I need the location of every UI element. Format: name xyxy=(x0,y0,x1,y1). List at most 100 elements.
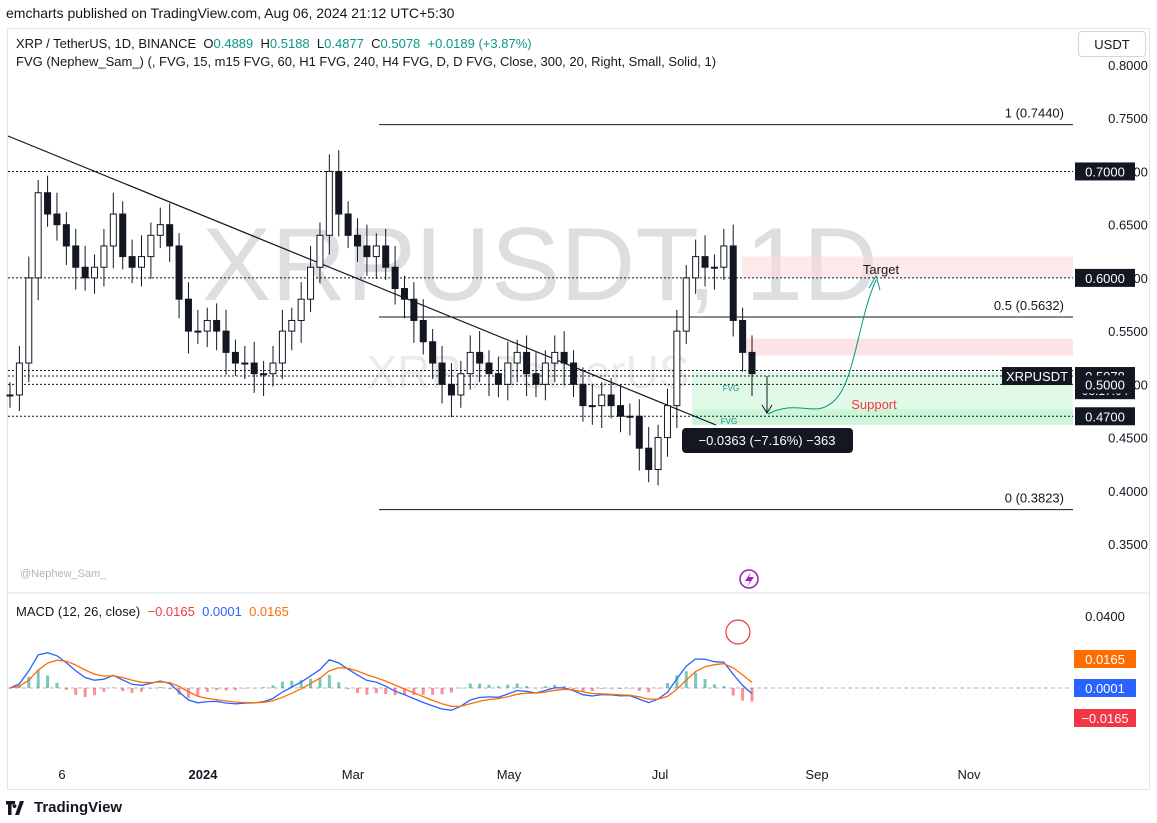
macd-hist-bar xyxy=(280,681,284,688)
macd-hist-bar xyxy=(233,688,237,691)
candle-body xyxy=(203,319,211,332)
macd-hist-bar xyxy=(628,688,632,689)
candle-body xyxy=(494,373,502,385)
macd-hist-bar xyxy=(656,687,660,689)
macd-hist-bar xyxy=(421,688,425,695)
candle-body xyxy=(635,415,643,449)
macd-hist-bar xyxy=(722,686,726,688)
symbol-name[interactable]: XRP / TetherUS, 1D, BINANCE xyxy=(16,36,197,51)
macd-hist-bar xyxy=(431,688,435,695)
projection-arrowhead xyxy=(868,274,881,291)
footer-brand: TradingView xyxy=(6,799,122,816)
macd-hist-bar xyxy=(337,682,341,688)
crossover-circle xyxy=(725,619,751,645)
candle-body xyxy=(617,405,625,417)
macd-hist-bar xyxy=(619,688,623,690)
macd-hist-bar xyxy=(750,688,754,702)
tradingview-logo-icon xyxy=(6,800,24,815)
indicator-legend[interactable]: FVG (Nephew_Sam_) (, FVG, 15, m15 FVG, 6… xyxy=(16,54,717,69)
open-value: 0.4889 xyxy=(213,36,254,51)
low-value: 0.4877 xyxy=(324,36,364,51)
macd-axis-label: 0.0165 xyxy=(1085,652,1125,667)
macd-hist-bar xyxy=(731,688,735,696)
candle-body xyxy=(34,192,42,279)
macd-hist-bar xyxy=(271,685,275,688)
candle-body xyxy=(532,373,540,385)
price-label: 0.5000 xyxy=(1085,377,1125,392)
target-label: Target xyxy=(863,262,900,277)
macd-hist-bar xyxy=(543,686,547,688)
lightning-icon xyxy=(739,569,759,589)
macd-axis-label-bg xyxy=(1074,650,1136,668)
price-label: XRPUSDT xyxy=(1006,369,1068,384)
macd-hist-bar xyxy=(8,688,12,689)
candle-body xyxy=(382,245,390,268)
candle-body xyxy=(673,330,681,407)
macd-hist-bar xyxy=(83,688,87,697)
resistance-zone xyxy=(745,338,1073,356)
target-zone xyxy=(742,256,1073,278)
currency-button[interactable]: USDT xyxy=(1078,31,1146,57)
macd-hist-bar xyxy=(74,688,78,695)
candle-body xyxy=(44,192,52,215)
macd-hist-bar xyxy=(468,683,472,688)
macd-hist-bar xyxy=(478,683,482,688)
macd-hist-bar xyxy=(562,686,566,688)
publish-header: emcharts published on TradingView.com, A… xyxy=(6,5,455,21)
candle-body xyxy=(344,213,352,236)
macd-hist-bar xyxy=(374,688,378,694)
fib-label: 0 (0.3823) xyxy=(1005,491,1064,506)
candle-body xyxy=(15,362,23,396)
macd-hist-bar xyxy=(46,675,50,688)
candle-body xyxy=(81,266,89,279)
candle-body xyxy=(654,437,662,470)
signal-line xyxy=(9,659,753,708)
candle-body xyxy=(570,362,578,385)
candle-body xyxy=(288,319,296,332)
candle-body xyxy=(119,213,127,258)
support-label: Support xyxy=(851,397,897,412)
price-label-bg xyxy=(1002,367,1072,386)
candle-body xyxy=(419,319,427,343)
price-label: 0.6000 xyxy=(1085,271,1125,286)
macd-hist-bar xyxy=(459,687,463,689)
macd-hist-value: −0.0165 xyxy=(147,604,195,619)
macd-hist-bar xyxy=(600,688,604,689)
macd-legend[interactable]: MACD (12, 26, close) −0.0165 0.0001 0.01… xyxy=(16,604,289,619)
x-tick-label: 2024 xyxy=(189,767,219,782)
macd-hist-bar xyxy=(553,684,557,688)
macd-hist-bar xyxy=(102,688,106,692)
macd-axis-label-bg xyxy=(1074,679,1136,697)
price-label: 0.4700 xyxy=(1085,409,1125,424)
macd-hist-bar xyxy=(299,679,303,688)
macd-hist-bar xyxy=(581,688,585,692)
candle-body xyxy=(100,245,108,268)
candle-body xyxy=(476,351,484,364)
candle-body xyxy=(25,277,33,364)
candle-body xyxy=(260,373,268,376)
candle-body xyxy=(213,319,221,332)
candle-body xyxy=(692,256,700,279)
x-tick-label: 6 xyxy=(58,767,65,782)
candle-body xyxy=(485,362,493,375)
candle-body xyxy=(231,351,239,364)
high-label: H xyxy=(260,36,270,51)
close-label: C xyxy=(371,36,381,51)
macd-hist-bar xyxy=(130,688,134,693)
candle-body xyxy=(269,362,277,375)
price-label-bg xyxy=(1075,162,1135,181)
macd-hist-bar xyxy=(262,687,266,688)
macd-hist-bar xyxy=(168,688,172,690)
open-label: O xyxy=(203,36,214,51)
candle-body xyxy=(250,362,258,375)
candle-body xyxy=(363,245,371,258)
macd-hist-bar xyxy=(741,688,745,701)
candle-body xyxy=(513,351,521,364)
candle-body xyxy=(429,341,437,364)
macd-hist-bar xyxy=(412,688,416,695)
macd-hist-bar xyxy=(196,688,200,696)
price-label: 0.7000 xyxy=(1085,164,1125,179)
candle-body xyxy=(297,298,305,321)
y-tick-label: 0.5500 xyxy=(1108,324,1148,339)
